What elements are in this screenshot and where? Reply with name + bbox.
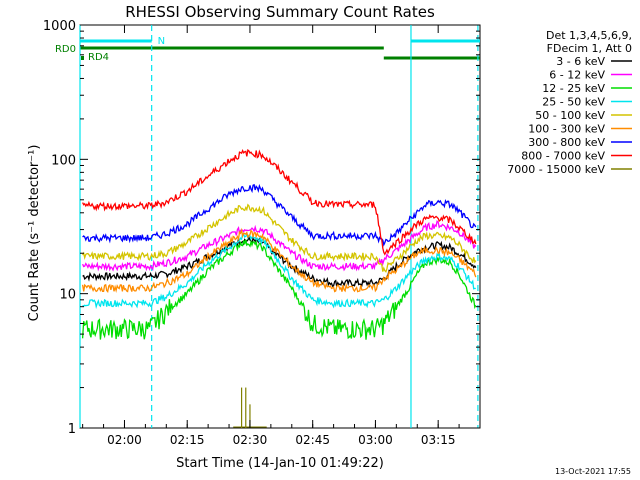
- x-tick-label: 02:00: [107, 433, 142, 447]
- legend-label: 300 - 800 keV: [528, 136, 605, 149]
- y-tick-label: 1000: [43, 19, 76, 34]
- x-tick-label: 03:15: [421, 433, 456, 447]
- legend-label: 50 - 100 keV: [535, 109, 605, 122]
- chart-title: RHESSI Observing Summary Count Rates: [125, 3, 435, 21]
- series-line-0: [82, 235, 477, 289]
- legend-header-line: Det 1,3,4,5,6,9,: [546, 29, 632, 42]
- x-tick-label: 03:00: [358, 433, 393, 447]
- legend-label: 3 - 6 keV: [556, 55, 605, 68]
- series-line-3: [82, 233, 476, 310]
- legend-header-line: FDecim 1, Att 0: [547, 42, 632, 55]
- axes-layer: 02:00 02:15 02:30 02:45 03:00 03:15 1 10 100 1000: [43, 19, 481, 447]
- flag-label-rd4: RD4: [88, 52, 109, 63]
- legend-label: 25 - 50 keV: [542, 96, 605, 109]
- y-tick-label: 100: [51, 153, 76, 168]
- y-tick-label: 1: [68, 422, 76, 437]
- x-tick-label: 02:45: [295, 433, 330, 447]
- series-layer: [81, 148, 477, 428]
- timestamp: 13-Oct-2021 17:55: [555, 467, 631, 476]
- x-axis-label: Start Time (14-Jan-10 01:49:22): [176, 456, 384, 471]
- legend-label: 6 - 12 keV: [549, 69, 605, 82]
- legend-label: 12 - 25 keV: [542, 82, 605, 95]
- legend-label: 800 - 7000 keV: [521, 150, 605, 163]
- series-line-2: [81, 239, 477, 340]
- legend-label: 7000 - 15000 keV: [507, 163, 605, 176]
- flag-label-n: N: [158, 36, 165, 47]
- flag-dot-rd4: [81, 56, 84, 60]
- x-tick-label: 02:30: [233, 433, 268, 447]
- series-line-5: [81, 227, 477, 294]
- series-line-7: [82, 148, 477, 256]
- y-axis-label: Count Rate (s⁻¹ detector⁻¹): [27, 145, 42, 322]
- y-tick-label: 10: [59, 288, 76, 303]
- series-line-6: [82, 183, 477, 247]
- x-tick-label: 02:15: [170, 433, 205, 447]
- series-line-4: [82, 203, 477, 273]
- flag-bars: N RD0 RD4: [55, 36, 480, 63]
- series-line-1: [82, 219, 477, 272]
- legend-label: 100 - 300 keV: [528, 123, 605, 136]
- vertical-markers: [79, 25, 479, 428]
- flag-label-rd0: RD0: [55, 44, 76, 55]
- legend: Det 1,3,4,5,6,9,FDecim 1, Att 03 - 6 keV…: [507, 29, 632, 176]
